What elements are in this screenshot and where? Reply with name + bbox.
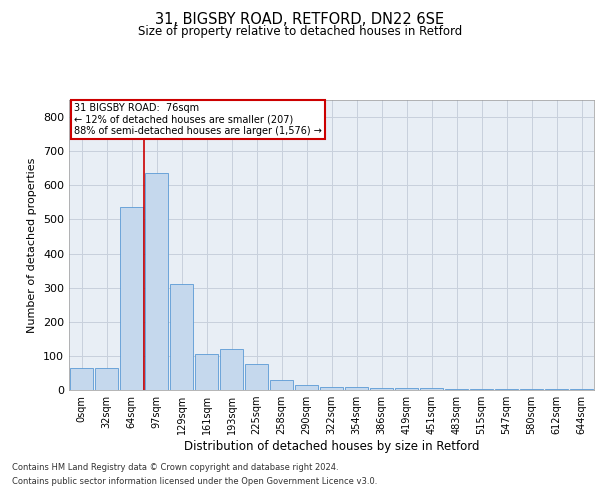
X-axis label: Distribution of detached houses by size in Retford: Distribution of detached houses by size … (184, 440, 479, 453)
Bar (119, 208, 143, 390)
Text: 31, BIGSBY ROAD, RETFORD, DN22 6SE: 31, BIGSBY ROAD, RETFORD, DN22 6SE (155, 12, 445, 28)
Bar (545, 389, 568, 390)
Bar (295, 385, 319, 390)
Text: 31 BIGSBY ROAD:  76sqm
← 12% of detached houses are smaller (207)
88% of semi-de: 31 BIGSBY ROAD: 76sqm ← 12% of detached … (74, 103, 322, 136)
Bar (70, 368, 94, 390)
Bar (445, 388, 469, 390)
Bar (170, 284, 193, 390)
Y-axis label: Number of detached properties: Number of detached properties (28, 158, 37, 332)
Bar (494, 389, 518, 390)
Text: Size of property relative to detached houses in Retford: Size of property relative to detached ho… (138, 25, 462, 38)
Bar (220, 349, 244, 390)
Bar (419, 388, 443, 390)
Bar (320, 386, 343, 390)
Bar (395, 388, 418, 390)
Bar (520, 389, 544, 390)
Bar (470, 389, 493, 390)
Bar (245, 364, 268, 390)
Text: Contains public sector information licensed under the Open Government Licence v3: Contains public sector information licen… (12, 478, 377, 486)
Bar (145, 174, 169, 390)
Bar (269, 380, 293, 390)
Bar (194, 354, 218, 390)
Bar (569, 389, 593, 390)
Bar (370, 388, 394, 390)
Text: Contains HM Land Registry data © Crown copyright and database right 2024.: Contains HM Land Registry data © Crown c… (12, 462, 338, 471)
Bar (344, 388, 368, 390)
Bar (95, 368, 118, 390)
